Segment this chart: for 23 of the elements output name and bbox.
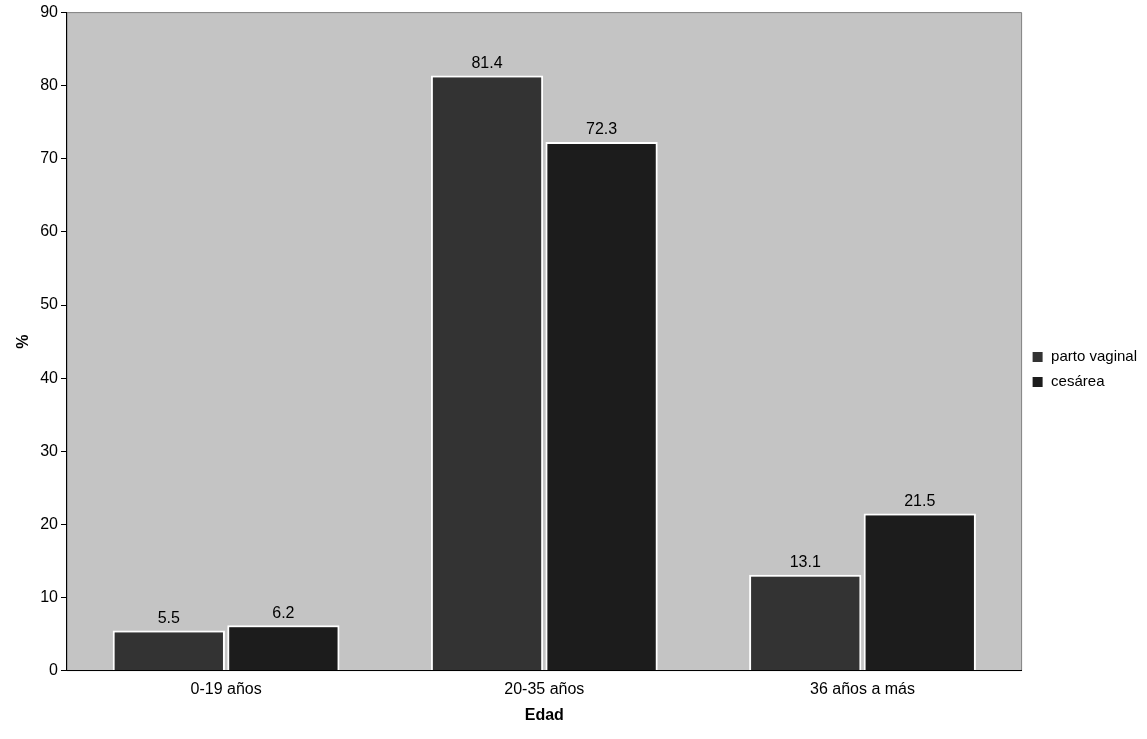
data-label: 81.4 [471,53,503,71]
y-tick-label: 50 [40,295,59,313]
data-label: 13.1 [789,553,821,571]
y-tick-label: 10 [40,587,59,605]
x-tick-label: 0-19 años [190,679,262,697]
x-tick-label: 36 años a más [810,679,915,697]
data-label: 6.2 [272,603,295,621]
x-tick-label: 20-35 años [504,679,585,697]
data-label: 5.5 [157,608,181,626]
y-tick-label: 60 [40,222,59,240]
y-tick-label: 20 [40,514,59,532]
legend-label: parto vaginal [1051,347,1138,365]
legend-label: cesárea [1051,372,1106,390]
y-tick-label: 80 [40,76,59,94]
y-tick-label: 70 [40,149,59,167]
y-tick-label: 0 [49,661,59,679]
y-tick-label: 90 [40,3,59,21]
data-label: 72.3 [586,120,618,138]
data-label: 21.5 [904,491,936,509]
x-axis-title: Edad [524,705,564,723]
y-axis-title: % [14,334,32,349]
y-tick-label: 40 [40,368,59,386]
y-tick-label: 30 [40,441,59,459]
